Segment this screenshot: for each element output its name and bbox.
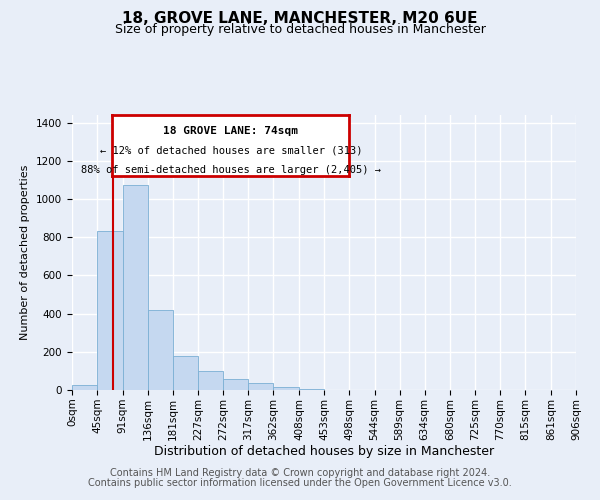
Bar bbox=[248, 382, 274, 390]
X-axis label: Distribution of detached houses by size in Manchester: Distribution of detached houses by size … bbox=[154, 446, 494, 458]
Bar bbox=[72, 385, 97, 390]
Bar bbox=[122, 184, 148, 390]
Bar bbox=[97, 232, 122, 390]
Bar bbox=[198, 371, 223, 390]
Text: Contains HM Land Registry data © Crown copyright and database right 2024.: Contains HM Land Registry data © Crown c… bbox=[110, 468, 490, 477]
Text: Size of property relative to detached houses in Manchester: Size of property relative to detached ho… bbox=[115, 22, 485, 36]
Bar bbox=[274, 387, 299, 390]
Text: 18, GROVE LANE, MANCHESTER, M20 6UE: 18, GROVE LANE, MANCHESTER, M20 6UE bbox=[122, 11, 478, 26]
Bar bbox=[148, 310, 173, 390]
Bar bbox=[299, 389, 324, 390]
Y-axis label: Number of detached properties: Number of detached properties bbox=[20, 165, 31, 340]
Bar bbox=[173, 356, 198, 390]
Text: Contains public sector information licensed under the Open Government Licence v3: Contains public sector information licen… bbox=[88, 478, 512, 488]
Bar bbox=[223, 379, 248, 390]
